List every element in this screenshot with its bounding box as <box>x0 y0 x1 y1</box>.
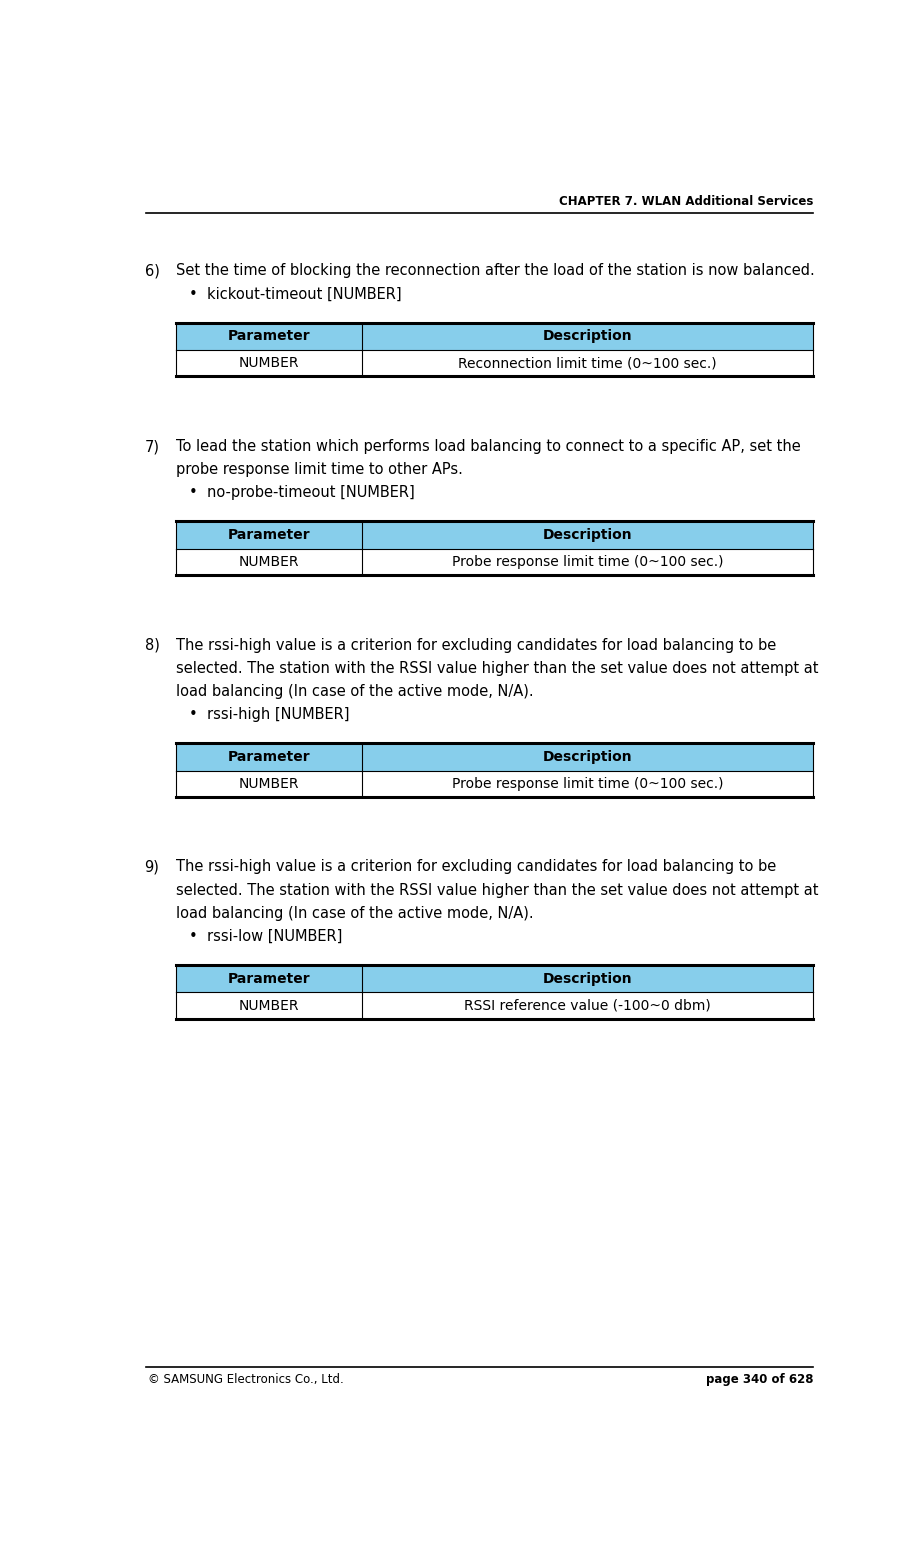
Bar <box>176 521 813 549</box>
Text: •  rssi-low [NUMBER]: • rssi-low [NUMBER] <box>189 928 342 944</box>
Text: Description: Description <box>542 750 633 764</box>
Text: Parameter: Parameter <box>227 329 309 343</box>
Text: page 340 of 628: page 340 of 628 <box>705 1373 813 1387</box>
Text: Probe response limit time (0~100 sec.): Probe response limit time (0~100 sec.) <box>451 556 723 570</box>
Text: To lead the station which performs load balancing to connect to a specific AP, s: To lead the station which performs load … <box>176 440 800 454</box>
Text: Parameter: Parameter <box>227 750 309 764</box>
Text: load balancing (In case of the active mode, N/A).: load balancing (In case of the active mo… <box>176 906 533 920</box>
Text: •  kickout-timeout [NUMBER]: • kickout-timeout [NUMBER] <box>189 286 402 302</box>
Bar <box>176 964 813 992</box>
Text: NUMBER: NUMBER <box>239 776 298 790</box>
Text: Description: Description <box>542 329 633 343</box>
Text: Probe response limit time (0~100 sec.): Probe response limit time (0~100 sec.) <box>451 776 723 790</box>
Text: selected. The station with the RSSI value higher than the set value does not att: selected. The station with the RSSI valu… <box>176 883 818 898</box>
Text: NUMBER: NUMBER <box>239 556 298 570</box>
Text: Reconnection limit time (0~100 sec.): Reconnection limit time (0~100 sec.) <box>458 357 717 371</box>
Text: The rssi-high value is a criterion for excluding candidates for load balancing t: The rssi-high value is a criterion for e… <box>176 859 775 875</box>
Text: NUMBER: NUMBER <box>239 998 298 1013</box>
Text: 8): 8) <box>145 637 159 653</box>
Text: •  rssi-high [NUMBER]: • rssi-high [NUMBER] <box>189 707 349 721</box>
Text: CHAPTER 7. WLAN Additional Services: CHAPTER 7. WLAN Additional Services <box>559 196 813 208</box>
Bar <box>176 743 813 770</box>
Text: Description: Description <box>542 972 633 986</box>
Text: Set the time of blocking the reconnection after the load of the station is now b: Set the time of blocking the reconnectio… <box>176 263 814 279</box>
Text: selected. The station with the RSSI value higher than the set value does not att: selected. The station with the RSSI valu… <box>176 660 818 676</box>
Text: 6): 6) <box>145 263 159 279</box>
Text: NUMBER: NUMBER <box>239 357 298 371</box>
Text: 7): 7) <box>145 440 159 454</box>
Bar <box>176 322 813 351</box>
Text: © SAMSUNG Electronics Co., Ltd.: © SAMSUNG Electronics Co., Ltd. <box>147 1373 344 1387</box>
Text: Parameter: Parameter <box>227 527 309 541</box>
Text: Parameter: Parameter <box>227 972 309 986</box>
Text: •  no-probe-timeout [NUMBER]: • no-probe-timeout [NUMBER] <box>189 485 414 501</box>
Text: The rssi-high value is a criterion for excluding candidates for load balancing t: The rssi-high value is a criterion for e… <box>176 637 775 653</box>
Text: 9): 9) <box>145 859 159 875</box>
Text: RSSI reference value (-100~0 dbm): RSSI reference value (-100~0 dbm) <box>464 998 711 1013</box>
Text: probe response limit time to other APs.: probe response limit time to other APs. <box>176 462 462 477</box>
Text: load balancing (In case of the active mode, N/A).: load balancing (In case of the active mo… <box>176 684 533 700</box>
Text: Description: Description <box>542 527 633 541</box>
